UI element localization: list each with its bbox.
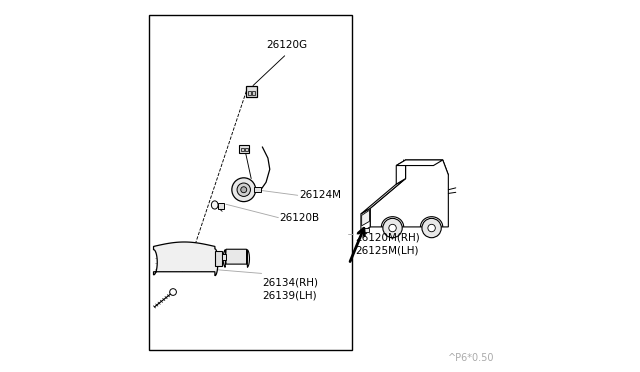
Bar <box>215 251 221 266</box>
Bar <box>254 187 261 192</box>
Bar <box>239 145 250 153</box>
Bar <box>246 86 257 97</box>
Bar <box>364 228 369 232</box>
Circle shape <box>237 183 250 196</box>
Ellipse shape <box>211 201 218 209</box>
Circle shape <box>170 289 177 295</box>
Polygon shape <box>361 179 406 214</box>
Circle shape <box>241 187 246 193</box>
Bar <box>218 203 225 209</box>
Polygon shape <box>370 160 449 227</box>
Text: ^P6*0.50: ^P6*0.50 <box>449 353 495 363</box>
Circle shape <box>389 224 396 232</box>
Bar <box>248 91 251 95</box>
Bar <box>221 254 226 260</box>
Text: 26134(RH)
26139(LH): 26134(RH) 26139(LH) <box>262 277 318 300</box>
Circle shape <box>232 178 255 202</box>
Circle shape <box>422 218 441 238</box>
Bar <box>241 148 244 151</box>
Circle shape <box>428 224 435 232</box>
Polygon shape <box>361 208 370 232</box>
Bar <box>245 148 248 151</box>
Polygon shape <box>362 210 369 226</box>
Polygon shape <box>223 249 250 267</box>
Text: 26120G: 26120G <box>266 40 307 50</box>
Bar <box>252 91 255 95</box>
Text: 26120B: 26120B <box>279 213 319 222</box>
Bar <box>149 15 351 350</box>
Text: 26120M(RH)
26125M(LH): 26120M(RH) 26125M(LH) <box>355 232 420 256</box>
Circle shape <box>383 218 402 238</box>
Polygon shape <box>154 242 218 276</box>
Polygon shape <box>396 160 443 166</box>
Text: 26124M: 26124M <box>300 190 342 200</box>
Polygon shape <box>396 160 406 184</box>
